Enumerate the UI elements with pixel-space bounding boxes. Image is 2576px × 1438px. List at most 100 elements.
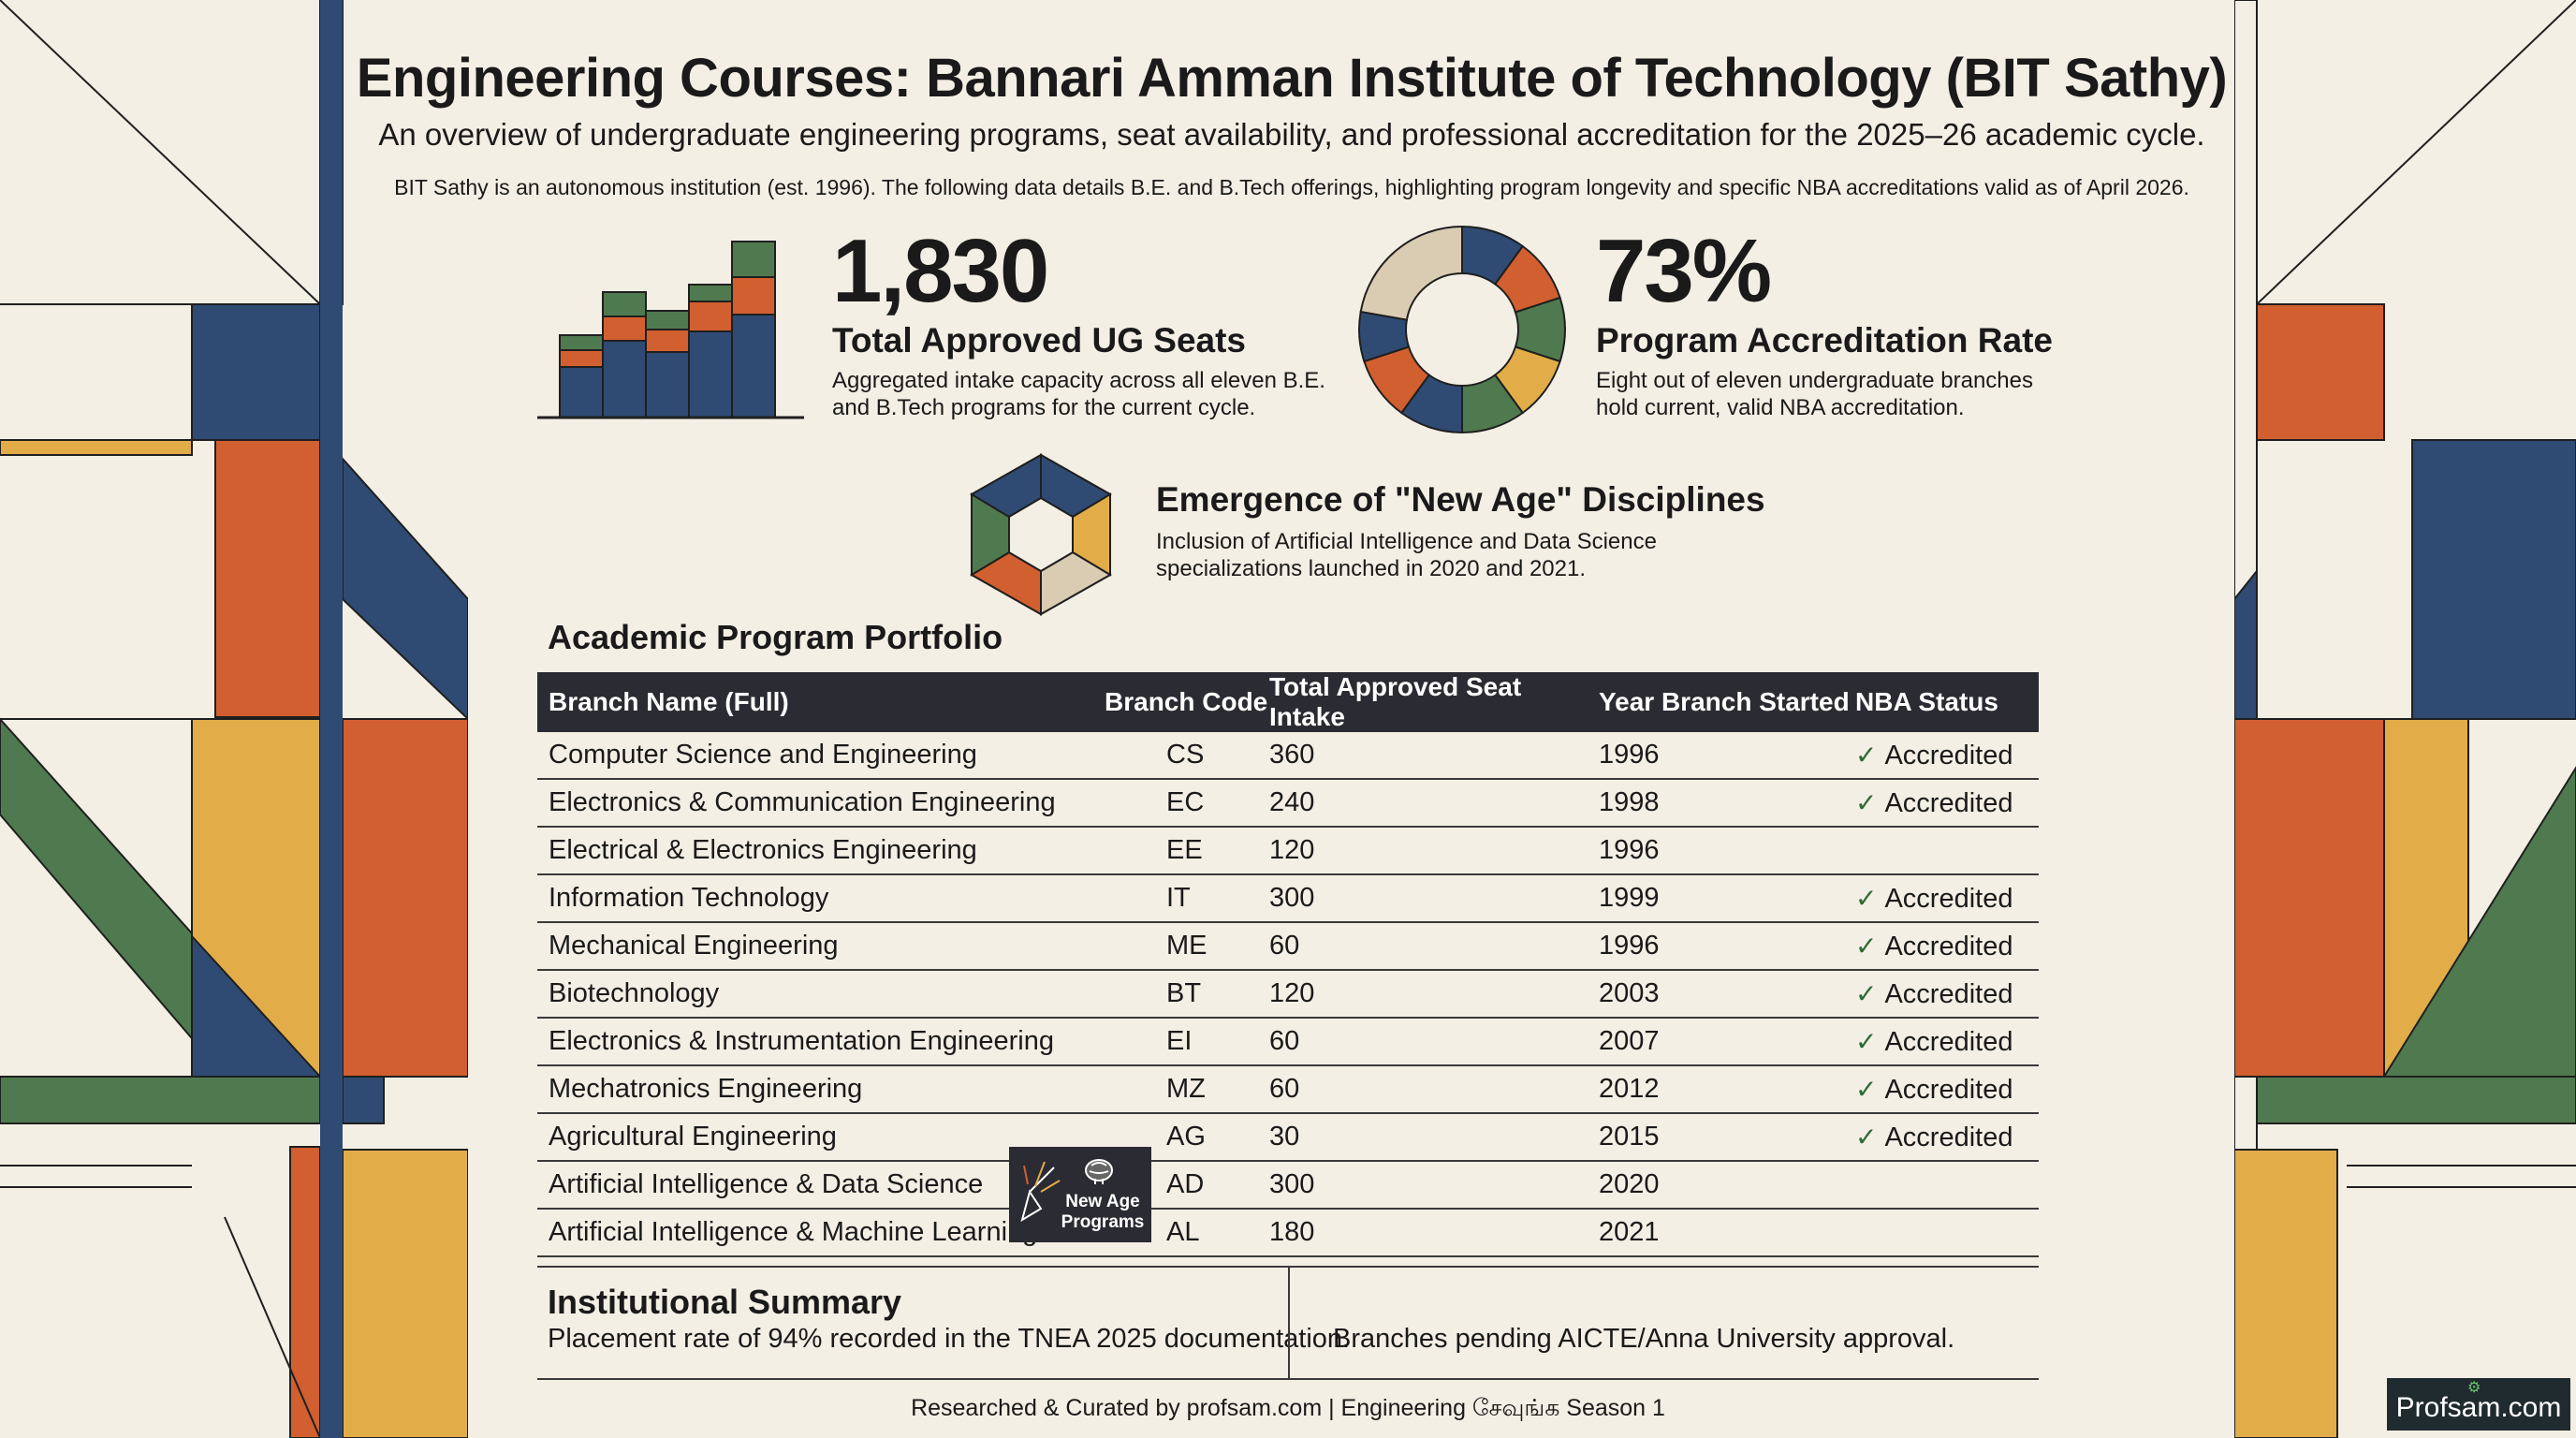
table-row: Computer Science and Engineering CS 360 199… [537, 732, 2039, 780]
seat-intake-cell: 360 [1269, 732, 1599, 780]
table-row: Electronics & Instrumentation Engineerin… [537, 1018, 2039, 1066]
table-row: Information Technology IT 300 1999 ✓ Accredit… [537, 874, 2039, 923]
accreditation-stat-value: 73% [1596, 221, 1772, 321]
donut-chart-icon [1358, 225, 1566, 434]
branch-code-cell: MZ [1105, 1065, 1269, 1114]
institutional-summary: Institutional Summary Placement rate of … [537, 1266, 2039, 1380]
branch-name-cell: Biotechnology [537, 970, 1105, 1019]
footer-credit: Researched & Curated by profsam.com | En… [911, 1395, 1665, 1421]
program-table-body: Computer Science and Engineering CS 360 199… [537, 732, 2039, 1257]
nba-status-label: Accredited [1884, 978, 2013, 1009]
nba-status-cell [1855, 1209, 2039, 1257]
new-age-feature-description-line1: Inclusion of Artificial Intelligence and… [1156, 529, 1657, 554]
checkmark-icon: ✓ [1855, 931, 1878, 961]
nba-status-label: Accredited [1884, 931, 2013, 961]
brand-name: Profsam.com [2395, 1392, 2562, 1423]
table-row: Electrical & Electronics Engineering EE 12… [537, 827, 2039, 875]
accreditation-stat: 73% Program Accreditation Rate Eight out… [1596, 225, 2120, 421]
table-row: Mechatronics Engineering MZ 60 2012 ✓ Accredi… [537, 1065, 2039, 1114]
summary-pending-note: Branches pending AICTE/Anna University a… [1333, 1324, 1955, 1354]
seat-intake-cell: 120 [1269, 970, 1599, 1019]
checkmark-icon: ✓ [1855, 883, 1878, 913]
checkmark-icon: ✓ [1855, 1074, 1878, 1104]
nba-status-label: Accredited [1884, 883, 2013, 914]
branch-code-cell: EE [1105, 827, 1269, 875]
seat-intake-cell: 60 [1269, 1065, 1599, 1114]
new-age-feature: Emergence of "New Age" Disciplines Inclu… [1156, 479, 1811, 582]
nba-status-cell: ✓ Accredited [1855, 779, 2039, 828]
branch-name-cell: Information Technology [537, 874, 1105, 923]
table-header-row: Branch Name (Full) Branch Code Total App… [537, 672, 2039, 732]
branch-code-cell: IT [1105, 874, 1269, 923]
seat-intake-cell: 180 [1269, 1209, 1599, 1257]
year-started-cell: 2012 [1599, 1065, 1855, 1114]
nba-status-cell: ✓ Accredited [1855, 970, 2039, 1019]
nba-status-label: Accredited [1884, 1074, 2013, 1105]
page-header: Engineering Courses: Bannari Amman Insti… [356, 45, 2228, 202]
accreditation-stat-description: Eight out of eleven undergraduate branch… [1596, 367, 2120, 421]
seat-intake-cell: 60 [1269, 922, 1599, 971]
table-row: Electronics & Communication Engineering E… [537, 779, 2039, 828]
cursor-sparkle-icon [1020, 1161, 1061, 1223]
program-table: Branch Name (Full) Branch Code Total App… [537, 672, 2039, 1257]
branch-code-cell: ME [1105, 922, 1269, 971]
branch-name-cell: Electronics & Communication Engineering [537, 779, 1105, 828]
table-row: Artificial Intelligence & Machine Learni… [537, 1209, 2039, 1257]
nba-status-cell: ✓ Accredited [1855, 1065, 2039, 1114]
checkmark-icon: ✓ [1855, 1026, 1878, 1056]
branch-name-cell: Computer Science and Engineering [537, 732, 1105, 780]
column-header-seat-intake: Total Approved Seat Intake [1269, 672, 1522, 731]
new-age-feature-title: Emergence of "New Age" Disciplines [1156, 480, 1765, 519]
nba-status-label: Accredited [1884, 1026, 2013, 1057]
table-row: Agricultural Engineering AG 30 2015 ✓ Accredi… [537, 1113, 2039, 1162]
checkmark-icon: ✓ [1855, 740, 1878, 770]
new-age-programs-badge: New Age Programs [1009, 1147, 1151, 1242]
branch-name-cell: Agricultural Engineering [537, 1113, 1105, 1162]
seats-stat-label: Total Approved UG Seats [832, 321, 1247, 360]
robot-icon: ⚙ [2467, 1380, 2481, 1396]
nba-status-label: Accredited [1884, 740, 2013, 770]
checkmark-icon: ✓ [1855, 1122, 1878, 1152]
seats-stat-description: Aggregated intake capacity across all el… [832, 367, 1356, 421]
profsam-brand-badge[interactable]: ⚙ Profsam.com [2387, 1378, 2570, 1431]
year-started-cell: 1998 [1599, 779, 1855, 828]
checkmark-icon: ✓ [1855, 978, 1878, 1008]
branch-name-cell: Mechatronics Engineering [537, 1065, 1105, 1114]
year-started-cell: 1996 [1599, 922, 1855, 971]
checkmark-icon: ✓ [1855, 787, 1878, 817]
branch-code-cell: EC [1105, 779, 1269, 828]
branch-code-cell: EI [1105, 1018, 1269, 1066]
seats-stat-description-line1: Aggregated intake capacity across all el… [832, 368, 1325, 393]
branch-code-cell: CS [1105, 732, 1269, 780]
brain-icon [1085, 1159, 1113, 1184]
column-header-nba-status: NBA Status [1855, 687, 1998, 716]
seat-intake-cell: 30 [1269, 1113, 1599, 1162]
nba-status-cell: ✓ Accredited [1855, 732, 2039, 780]
left-geometric-decoration [0, 0, 468, 1438]
seats-stat-description-line2: and B.Tech programs for the current cycl… [832, 395, 1256, 420]
nba-status-cell: ✓ Accredited [1855, 874, 2039, 923]
seats-stat-value: 1,830 [832, 221, 1049, 321]
seat-intake-cell: 240 [1269, 779, 1599, 828]
year-started-cell: 1999 [1599, 874, 1855, 923]
page-title: Engineering Courses: Bannari Amman Insti… [356, 48, 2228, 109]
seat-intake-cell: 120 [1269, 827, 1599, 875]
summary-placement-note: Placement rate of 94% recorded in the TN… [548, 1324, 1351, 1354]
year-started-cell: 2003 [1599, 970, 1855, 1019]
table-row: Biotechnology BT 120 2003 ✓ Accredited [537, 970, 2039, 1019]
nba-status-label: Accredited [1884, 1122, 2013, 1152]
column-header-year-started: Year Branch Started [1599, 687, 1850, 716]
table-row: Mechanical Engineering ME 60 1996 ✓ Accredite… [537, 922, 2039, 971]
nba-status-cell: ✓ Accredited [1855, 922, 2039, 971]
page-subtitle: An overview of undergraduate engineering… [378, 117, 2205, 152]
year-started-cell: 1996 [1599, 732, 1855, 780]
hexagon-aperture-icon [970, 453, 1112, 616]
branch-code-cell: AG [1105, 1113, 1269, 1162]
seat-intake-cell: 300 [1269, 1161, 1599, 1210]
branch-name-cell: Mechanical Engineering [537, 922, 1105, 971]
new-age-feature-description: Inclusion of Artificial Intelligence and… [1156, 528, 1811, 582]
nba-status-label: Accredited [1884, 787, 2013, 818]
new-age-feature-description-line2: specializations launched in 2020 and 202… [1156, 556, 1587, 581]
accreditation-stat-description-line2: hold current, valid NBA accreditation. [1596, 395, 1965, 420]
nba-status-cell [1855, 827, 2039, 875]
